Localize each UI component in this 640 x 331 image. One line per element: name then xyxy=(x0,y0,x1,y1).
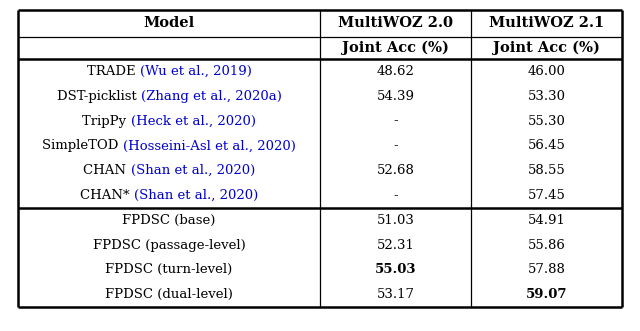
Text: 54.39: 54.39 xyxy=(376,90,415,103)
Text: 53.17: 53.17 xyxy=(376,288,415,301)
Text: FPDSC (turn-level): FPDSC (turn-level) xyxy=(106,263,232,276)
Text: 59.07: 59.07 xyxy=(525,288,567,301)
Text: Model: Model xyxy=(143,16,195,30)
Text: 55.30: 55.30 xyxy=(527,115,565,127)
Text: 52.68: 52.68 xyxy=(376,164,415,177)
Text: FPDSC (dual-level): FPDSC (dual-level) xyxy=(105,288,233,301)
Text: 53.30: 53.30 xyxy=(527,90,566,103)
Text: (Hosseini-Asl et al., 2020): (Hosseini-Asl et al., 2020) xyxy=(123,139,296,152)
Text: 52.31: 52.31 xyxy=(376,239,415,252)
Text: MultiWOZ 2.0: MultiWOZ 2.0 xyxy=(338,16,453,30)
Text: 55.03: 55.03 xyxy=(375,263,416,276)
Text: (Zhang et al., 2020a): (Zhang et al., 2020a) xyxy=(141,90,282,103)
Text: DST-picklist: DST-picklist xyxy=(56,90,141,103)
Text: 55.86: 55.86 xyxy=(527,239,565,252)
Text: 54.91: 54.91 xyxy=(527,214,565,227)
Text: -: - xyxy=(393,189,398,202)
Text: -: - xyxy=(393,115,398,127)
Text: FPDSC (passage-level): FPDSC (passage-level) xyxy=(93,239,245,252)
Text: 46.00: 46.00 xyxy=(527,65,565,78)
Text: 57.45: 57.45 xyxy=(527,189,565,202)
Text: MultiWOZ 2.1: MultiWOZ 2.1 xyxy=(489,16,604,30)
Text: (Shan et al., 2020): (Shan et al., 2020) xyxy=(134,189,258,202)
Text: 57.88: 57.88 xyxy=(527,263,565,276)
Text: SimpleTOD: SimpleTOD xyxy=(42,139,123,152)
Text: 58.55: 58.55 xyxy=(527,164,565,177)
Text: TripPy: TripPy xyxy=(83,115,131,127)
Text: Joint Acc (%): Joint Acc (%) xyxy=(342,41,449,55)
Text: -: - xyxy=(393,139,398,152)
Text: (Shan et al., 2020): (Shan et al., 2020) xyxy=(131,164,255,177)
Text: (Wu et al., 2019): (Wu et al., 2019) xyxy=(140,65,252,78)
Text: 51.03: 51.03 xyxy=(376,214,415,227)
Text: FPDSC (base): FPDSC (base) xyxy=(122,214,216,227)
Text: 48.62: 48.62 xyxy=(376,65,415,78)
Text: CHAN*: CHAN* xyxy=(80,189,134,202)
Text: 56.45: 56.45 xyxy=(527,139,565,152)
Text: (Heck et al., 2020): (Heck et al., 2020) xyxy=(131,115,256,127)
Text: Joint Acc (%): Joint Acc (%) xyxy=(493,41,600,55)
Text: TRADE: TRADE xyxy=(86,65,140,78)
Text: CHAN: CHAN xyxy=(83,164,131,177)
